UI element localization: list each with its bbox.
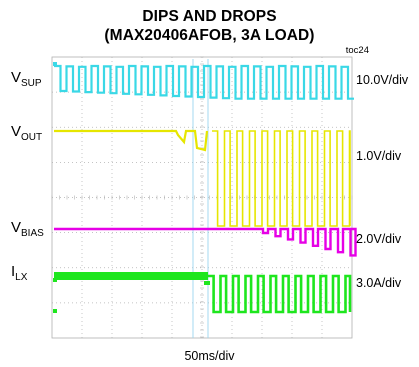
channel-label-vbias: VBIAS (11, 219, 44, 239)
scale-vout: 1.0V/div (356, 149, 402, 163)
channel-label-ilx: ILX (11, 263, 28, 283)
chart-title-line1: DIPS AND DROPS (142, 8, 277, 25)
scale-vsup: 10.0V/div (356, 73, 409, 87)
scale-ilx: 3.0A/div (356, 276, 402, 290)
ground-marker-ilx-low (53, 309, 57, 313)
figure-id: toc24 (345, 45, 369, 56)
trace-vout-dropouts (212, 130, 351, 227)
ground-marker-ilx (53, 278, 57, 282)
x-scale-label: 50ms/div (184, 349, 235, 363)
trace-vsup (54, 64, 354, 100)
trace-ilx (208, 274, 352, 314)
ground-marker-vsup (53, 62, 57, 66)
chart-title-line2: (MAX20406AFOB, 3A LOAD) (104, 27, 315, 44)
trace-vout (54, 129, 209, 152)
scale-vbias: 2.0V/div (356, 232, 402, 246)
trace-ilx-glitch (204, 281, 210, 285)
trace-vbias (54, 227, 357, 257)
channel-label-vsup: VSUP (11, 69, 42, 89)
channel-label-vout: VOUT (11, 123, 43, 143)
trace-ilx-band (54, 272, 208, 280)
